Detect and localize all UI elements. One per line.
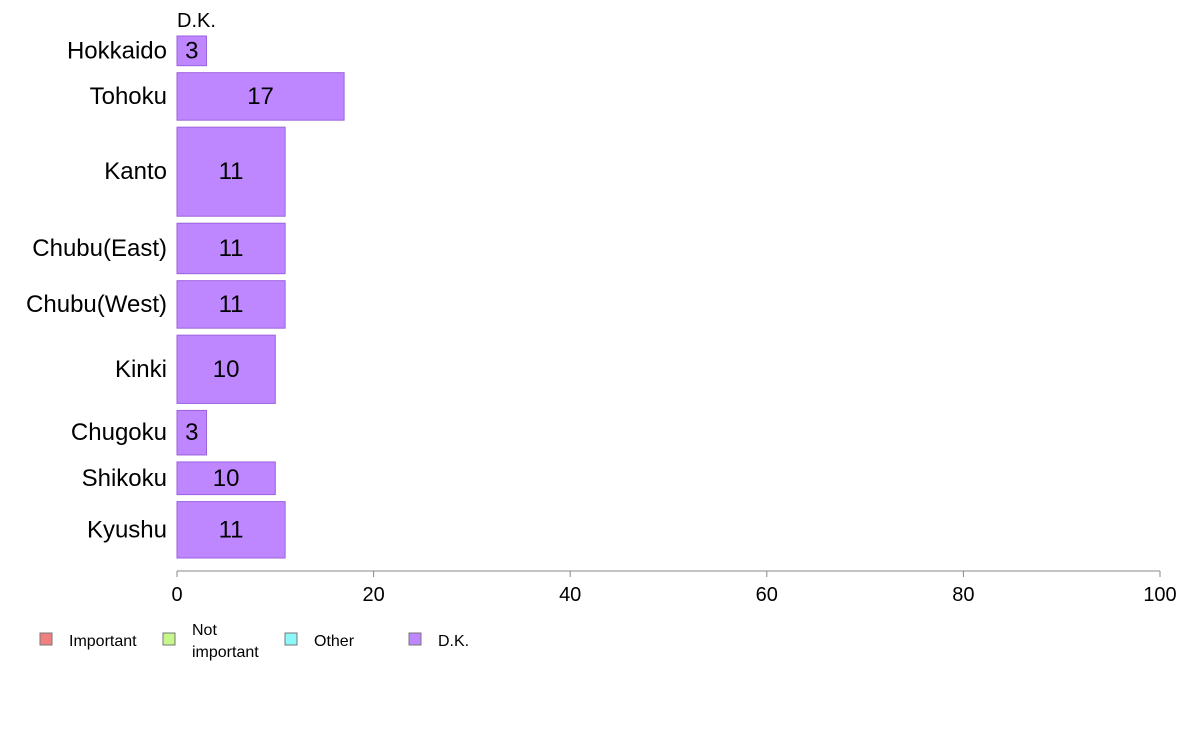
data-label: 11 xyxy=(219,158,244,185)
x-axis: 0 20 40 60 80 100 xyxy=(171,570,1177,606)
legend-label: Important xyxy=(69,633,137,650)
bar-tohoku xyxy=(176,72,345,121)
legend-item: D.K. xyxy=(408,632,469,650)
legend-item: Other xyxy=(284,632,355,650)
legend: Important Not important Other D.K. xyxy=(39,622,469,661)
legend-swatch xyxy=(162,632,176,646)
x-tick-label: 100 xyxy=(1143,584,1176,606)
legend-label: D.K. xyxy=(438,633,469,650)
data-label: 11 xyxy=(219,235,244,262)
bar-kyushu xyxy=(176,501,286,559)
legend-label: Not important xyxy=(192,622,259,661)
x-tick-label: 20 xyxy=(362,584,384,606)
x-tick-label: 60 xyxy=(756,584,778,606)
x-tick-label: 40 xyxy=(559,584,581,606)
x-tick-label: 0 xyxy=(171,584,182,606)
x-tick-label: 80 xyxy=(952,584,974,606)
bar-shikoku xyxy=(176,461,276,496)
category-label: Kinki xyxy=(115,356,167,383)
bars-group xyxy=(176,35,345,559)
category-label: Chugoku xyxy=(71,419,167,446)
category-label: Kanto xyxy=(104,158,167,185)
bar-chubu-east- xyxy=(176,222,286,275)
category-label: Chubu(East) xyxy=(32,235,167,262)
category-labels: Hokkaido Tohoku Kanto Chubu(East) Chubu(West… xyxy=(26,37,167,543)
data-label: 10 xyxy=(213,465,240,492)
category-label: Tohoku xyxy=(90,83,167,110)
bar-chugoku xyxy=(176,409,207,456)
category-label: Chubu(West) xyxy=(26,291,167,318)
data-label: 10 xyxy=(213,356,240,383)
category-label: Kyushu xyxy=(87,516,167,543)
bar-kanto xyxy=(176,126,286,217)
legend-label: Other xyxy=(314,633,355,650)
value-labels: 3 17 11 11 11 10 3 10 11 xyxy=(185,37,274,543)
bar-kinki xyxy=(176,334,276,404)
legend-swatch xyxy=(39,632,53,646)
category-label: Hokkaido xyxy=(67,37,167,64)
category-label: Shikoku xyxy=(82,465,167,492)
bar-chubu-west- xyxy=(176,280,286,329)
legend-swatch xyxy=(284,632,298,646)
legend-item: Not important xyxy=(162,622,259,661)
legend-label-line: Not xyxy=(192,622,217,639)
data-label: 3 xyxy=(185,37,198,64)
series-title: D.K. xyxy=(177,10,216,32)
data-label: 3 xyxy=(185,419,198,446)
data-label: 11 xyxy=(219,291,244,318)
bar-hokkaido xyxy=(176,35,207,67)
data-label: 11 xyxy=(219,516,244,543)
legend-swatch xyxy=(408,632,422,646)
data-label: 17 xyxy=(247,83,274,110)
legend-item: Important xyxy=(39,632,137,650)
legend-label-line: important xyxy=(192,644,259,661)
